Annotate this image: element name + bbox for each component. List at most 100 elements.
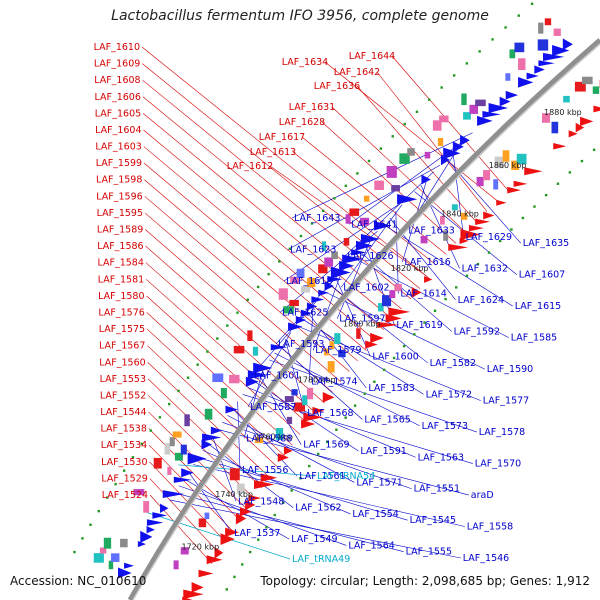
- scale-label: 1760 kbp: [255, 432, 293, 441]
- genome-backbone: [127, 38, 600, 600]
- gene-arrow: [210, 426, 223, 435]
- gene-arrow: [524, 167, 543, 176]
- gene-label: LAF_1607: [519, 270, 565, 281]
- gene-block: [236, 483, 245, 494]
- gene-arrow: [385, 314, 402, 323]
- tick-dot: [73, 550, 76, 554]
- label-connector: [391, 55, 509, 191]
- gene-block: [432, 120, 442, 131]
- tick-dot: [310, 222, 314, 225]
- gene-label: LAF_1552: [100, 390, 146, 401]
- gene-block: [120, 538, 128, 548]
- label-connector: [247, 332, 292, 408]
- gene-block: [476, 176, 484, 187]
- gene-arrow: [568, 130, 578, 138]
- gene-label: LAF_1584: [97, 258, 143, 269]
- gene-arrow: [370, 332, 384, 344]
- gene-label: LAF_1616: [404, 257, 450, 268]
- tick-dot: [308, 464, 311, 468]
- gene-label: araD: [471, 490, 494, 501]
- label-connector: [146, 328, 285, 457]
- gene-label: LAF_1546: [463, 553, 509, 564]
- label-connector: [395, 211, 399, 294]
- gene-arrow: [253, 480, 275, 489]
- tick-dot: [510, 228, 513, 231]
- label-connector: [142, 79, 411, 300]
- gene-label: LAF_1578: [479, 427, 525, 438]
- gene-label: LAF_1617: [259, 132, 305, 143]
- gene-label: LAF_1606: [94, 92, 140, 103]
- gene-arrow: [452, 141, 464, 153]
- label-connector: [344, 171, 434, 256]
- gene-block: [509, 49, 516, 59]
- gene-arrow: [146, 519, 164, 526]
- label-connector: [335, 278, 371, 357]
- label-connector: [301, 136, 447, 255]
- gene-arrow: [355, 240, 373, 251]
- tick-marks: [73, 2, 596, 591]
- tick-dot: [278, 260, 281, 263]
- gene-block: [306, 387, 314, 400]
- tick-dot: [504, 26, 507, 29]
- gene-arrow: [248, 494, 262, 502]
- gene-arrow: [468, 225, 484, 232]
- gene-block: [324, 257, 334, 267]
- gene-label: LAF_1589: [97, 225, 143, 236]
- tick-dot: [478, 50, 481, 53]
- tick-dot: [556, 182, 560, 185]
- gene-arrow: [303, 412, 324, 422]
- tick-dot: [158, 416, 162, 419]
- gene-block: [494, 156, 505, 169]
- gene-label: LAF_1585: [511, 333, 557, 344]
- gene-arrow: [424, 275, 433, 283]
- scale-labels: 1880 kbp 1860 kbp 1840 kbp 1820 kbp 1800 kbp…: [182, 108, 582, 552]
- gene-label: LAF_1618: [286, 276, 332, 287]
- gene-block: [174, 452, 183, 461]
- gene-block: [439, 115, 449, 123]
- tick-dot: [440, 86, 443, 89]
- gene-arrow: [538, 60, 555, 67]
- gene-block: [349, 208, 360, 216]
- accession-text: Accession: NC_010610: [10, 574, 147, 588]
- gene-block: [331, 251, 338, 260]
- label-connector: [336, 237, 372, 319]
- gene-label: LAF_1595: [97, 208, 143, 219]
- gene-label: LAF_1643: [294, 213, 340, 224]
- tick-dot: [580, 159, 584, 163]
- gene-arrow: [373, 220, 392, 231]
- tick-dot: [97, 509, 100, 513]
- gene-block: [469, 104, 479, 114]
- gene-arrow: [187, 452, 207, 465]
- gene-block: [318, 264, 328, 274]
- gene-block: [541, 113, 550, 123]
- gene-label: LAF_1579: [315, 345, 361, 356]
- gene-block: [167, 466, 172, 476]
- tick-dot: [225, 588, 228, 591]
- gene-label: LAF_1548: [238, 496, 284, 507]
- tick-dot: [333, 197, 336, 200]
- gene-block: [475, 99, 486, 107]
- gene-label: LAF_1597: [339, 314, 385, 325]
- gene-label: LAF_1524: [102, 490, 148, 501]
- label-connector: [287, 165, 441, 250]
- gene-label: LAF_1554: [352, 509, 398, 520]
- gene-arrow: [513, 180, 528, 187]
- label-connector: [321, 121, 457, 244]
- label-connector: [247, 387, 416, 458]
- gene-block: [212, 373, 224, 383]
- gene-label: LAF_1560: [99, 357, 145, 368]
- tick-dot: [465, 62, 469, 65]
- gene-block: [461, 93, 467, 106]
- gene-block: [108, 560, 114, 570]
- gene-block: [374, 180, 384, 190]
- gene-block: [173, 560, 179, 570]
- gene-label: LAF_1642: [334, 67, 380, 78]
- gene-block: [399, 153, 410, 164]
- gene-block: [294, 402, 306, 412]
- gene-block: [229, 374, 240, 384]
- label-connector: [383, 224, 513, 307]
- tick-dot: [326, 440, 329, 444]
- gene-block: [329, 341, 335, 350]
- gene-label: LAF_1623: [290, 244, 336, 255]
